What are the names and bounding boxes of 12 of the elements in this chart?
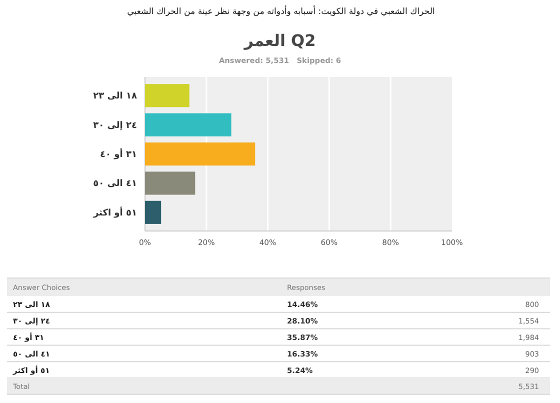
y-tick-label: ٣١ أو ٤٠ — [100, 148, 137, 160]
bar — [145, 172, 196, 195]
y-tick-label: ٢٤ إلى ٣٠ — [93, 120, 137, 131]
y-tick-label: ٥١ أو اكثر — [92, 206, 137, 218]
bar — [145, 200, 162, 224]
text: الحراك الشعبي في دولة الكويت: أسبابه وأدواته من وجهة نظر عينة من الحراك الشعبي — [127, 5, 435, 17]
bar — [145, 113, 232, 136]
y-tick-label: ٤١ الى ٥٠ — [93, 179, 137, 190]
y-tick-label: ١٨ الى ٢٣ — [93, 92, 138, 102]
chart-title: Q2 العمر — [243, 31, 316, 50]
bar — [145, 142, 256, 166]
bar — [145, 84, 190, 108]
